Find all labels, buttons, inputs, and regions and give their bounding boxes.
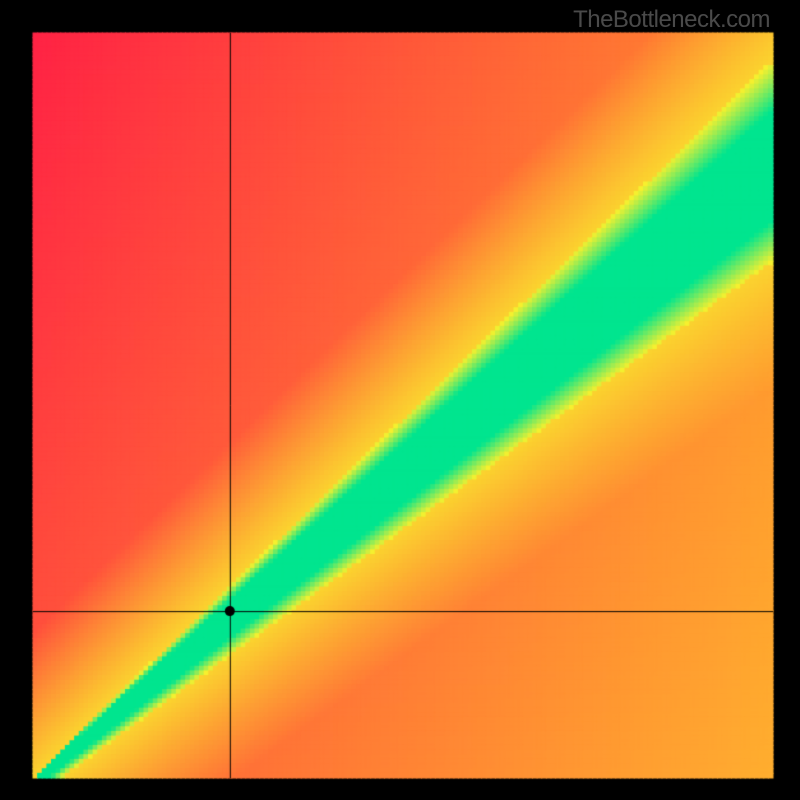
- watermark-text: TheBottleneck.com: [573, 6, 770, 34]
- heatmap-canvas: [0, 0, 800, 800]
